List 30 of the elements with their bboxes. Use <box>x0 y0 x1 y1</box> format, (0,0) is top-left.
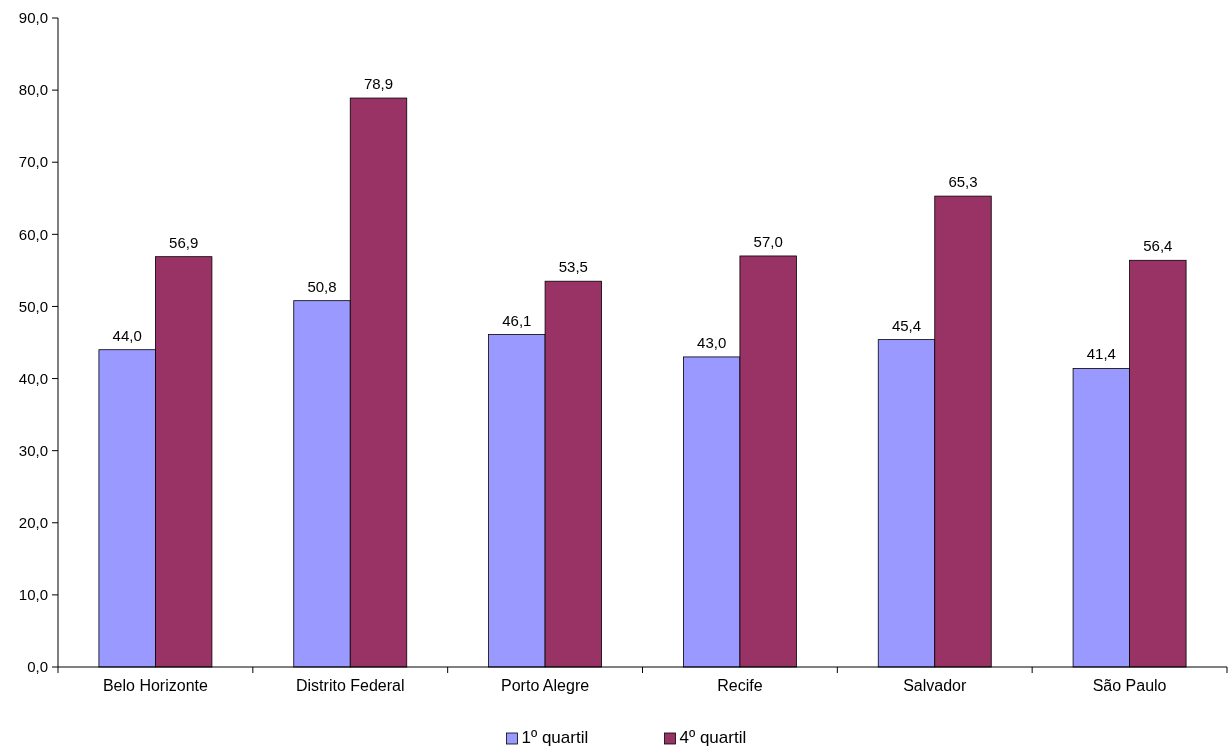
legend-label: 1º quartil <box>521 728 589 747</box>
x-tick-label: Recife <box>717 677 763 694</box>
x-tick-label: Distrito Federal <box>296 677 405 694</box>
data-label: 44,0 <box>112 326 142 344</box>
data-label: 41,4 <box>1086 345 1116 363</box>
y-tick-label: 30,0 <box>18 441 48 459</box>
y-tick-label: 70,0 <box>18 153 48 171</box>
y-tick-label: 50,0 <box>18 297 48 315</box>
x-tick-label: Belo Horizonte <box>102 677 208 694</box>
data-label: 43,0 <box>697 333 727 351</box>
x-tick-label: São Paulo <box>1092 677 1167 694</box>
data-label: 53,5 <box>558 258 588 276</box>
y-tick-label: 0,0 <box>27 658 48 676</box>
y-tick-label: 10,0 <box>18 586 48 604</box>
data-label: 65,3 <box>948 173 978 191</box>
data-label: 46,1 <box>502 311 532 329</box>
y-tick-label: 90,0 <box>18 9 48 27</box>
data-label: 57,0 <box>753 232 783 250</box>
data-label: 56,4 <box>1143 237 1173 255</box>
legend-label: 4º quartil <box>679 728 747 747</box>
data-label: 45,4 <box>891 316 922 334</box>
data-label: 56,9 <box>169 233 199 251</box>
x-tick-label: Porto Alegre <box>501 677 590 694</box>
y-tick-label: 80,0 <box>18 81 48 99</box>
data-label: 50,8 <box>307 277 337 295</box>
y-tick-label: 60,0 <box>18 225 48 243</box>
y-tick-label: 20,0 <box>18 514 48 532</box>
x-tick-label: Salvador <box>903 677 967 694</box>
data-label: 78,9 <box>363 75 394 93</box>
y-tick-label: 40,0 <box>18 369 48 387</box>
